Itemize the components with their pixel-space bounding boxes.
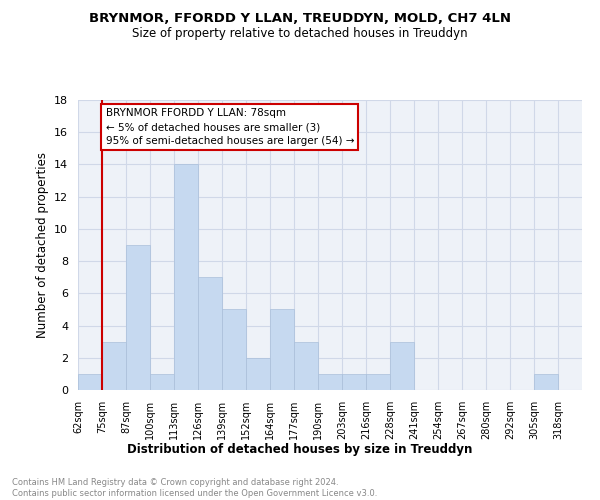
Text: BRYNMOR FFORDD Y LLAN: 78sqm
← 5% of detached houses are smaller (3)
95% of semi: BRYNMOR FFORDD Y LLAN: 78sqm ← 5% of det… (106, 108, 354, 146)
Bar (366, 374, 390, 390)
Bar (150, 374, 174, 390)
Bar (294, 342, 318, 390)
Bar (390, 342, 414, 390)
Bar (534, 374, 558, 390)
Bar (270, 310, 294, 390)
Bar (246, 358, 270, 390)
Y-axis label: Number of detached properties: Number of detached properties (35, 152, 49, 338)
Text: Distribution of detached houses by size in Treuddyn: Distribution of detached houses by size … (127, 442, 473, 456)
Bar (318, 374, 342, 390)
Bar (102, 342, 126, 390)
Bar (222, 310, 246, 390)
Text: Contains HM Land Registry data © Crown copyright and database right 2024.
Contai: Contains HM Land Registry data © Crown c… (12, 478, 377, 498)
Text: Size of property relative to detached houses in Treuddyn: Size of property relative to detached ho… (132, 28, 468, 40)
Bar (342, 374, 366, 390)
Bar (174, 164, 198, 390)
Bar (78, 374, 102, 390)
Bar (198, 277, 222, 390)
Bar (126, 245, 150, 390)
Text: BRYNMOR, FFORDD Y LLAN, TREUDDYN, MOLD, CH7 4LN: BRYNMOR, FFORDD Y LLAN, TREUDDYN, MOLD, … (89, 12, 511, 26)
